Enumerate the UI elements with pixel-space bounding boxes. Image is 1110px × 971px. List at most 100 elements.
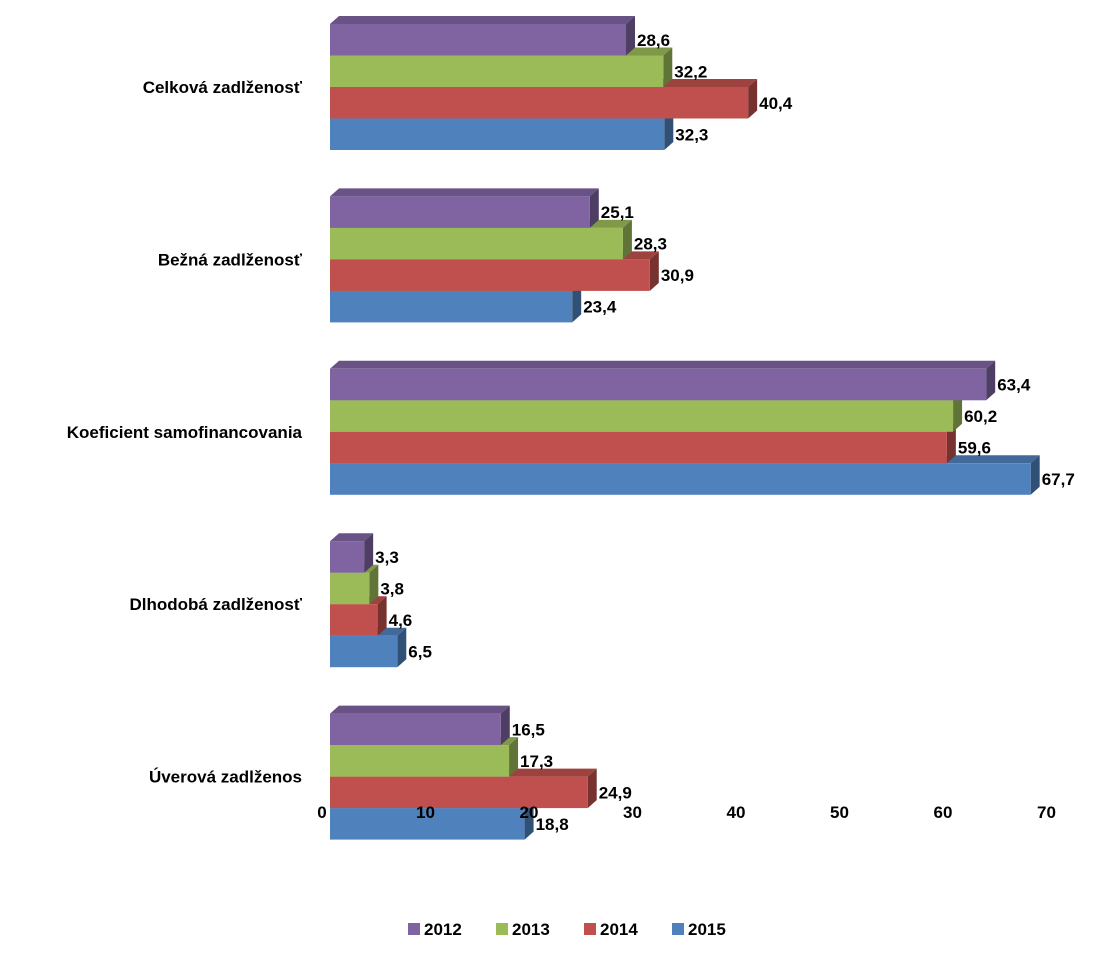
bar-side-face <box>500 705 510 746</box>
data-label: 32,2 <box>674 62 707 81</box>
bar-side-face <box>622 219 632 260</box>
data-label: 59,6 <box>958 439 991 458</box>
bar-side-face <box>377 596 387 636</box>
bar-side-face <box>953 392 963 432</box>
bars <box>330 16 1040 840</box>
legend: 2012 2013 2014 2015 <box>408 920 726 939</box>
bar-front-face <box>330 431 947 464</box>
data-label: 23,4 <box>583 298 617 317</box>
category-label: Úverová zadlženos <box>149 768 302 787</box>
bar-side-face <box>986 360 996 401</box>
data-label: 25,1 <box>601 203 634 222</box>
bar-side-face <box>748 79 758 119</box>
bar-front-face <box>330 368 987 401</box>
legend-item-2015: 2015 <box>672 920 726 939</box>
legend-swatch <box>408 923 420 935</box>
category-label: Bežná zadlženosť <box>158 250 303 269</box>
bar-top-face <box>330 16 636 24</box>
data-label: 28,3 <box>634 235 667 254</box>
bar-2012 <box>330 705 510 746</box>
legend-swatch <box>496 923 508 935</box>
bar-top-face <box>330 705 510 714</box>
bar-side-face <box>587 768 597 809</box>
bar-side-face <box>509 737 519 777</box>
legend-label: 2015 <box>688 920 726 939</box>
bar-front-face <box>330 541 365 573</box>
bar-front-face <box>330 713 501 746</box>
data-label: 6,5 <box>408 642 432 661</box>
data-label: 60,2 <box>964 407 997 426</box>
bar-front-face <box>330 635 398 668</box>
data-label: 18,8 <box>536 815 569 834</box>
bar-front-face <box>330 463 1031 495</box>
legend-swatch <box>584 923 596 935</box>
x-tick-label: 70 <box>1037 803 1056 822</box>
x-tick-label: 60 <box>934 803 953 822</box>
category-label: Celková zadlženosť <box>143 78 303 97</box>
bar-side-face <box>663 47 673 87</box>
data-label: 3,3 <box>375 548 399 567</box>
bar-side-face <box>369 564 379 605</box>
x-tick-label: 40 <box>727 803 746 822</box>
bar-front-face <box>330 604 378 636</box>
data-labels: 32,3 40,4 32,228,6 23,4 30,9 28,325,1 67,7 59,6… <box>375 31 1075 834</box>
bar-top-face <box>330 533 374 542</box>
bar-top-face <box>330 360 996 369</box>
data-label: 63,4 <box>997 376 1031 395</box>
bar-2012 <box>330 16 636 56</box>
legend-item-2012: 2012 <box>408 920 462 939</box>
x-tick-label: 50 <box>830 803 849 822</box>
data-label: 16,5 <box>512 720 545 739</box>
bar-front-face <box>330 745 510 777</box>
bar-front-face <box>330 808 525 840</box>
bar-top-face <box>330 188 599 197</box>
bar-front-face <box>330 290 573 323</box>
data-label: 30,9 <box>661 266 694 285</box>
x-axis-ticks: 0 10 20 30 40 50 60 70 <box>317 803 1056 822</box>
legend-label: 2012 <box>424 920 462 939</box>
bar-front-face <box>330 400 954 432</box>
category-label: Koeficient samofinancovania <box>67 423 303 442</box>
bar-side-face <box>572 282 582 323</box>
bar-front-face <box>330 776 588 809</box>
bar-side-face <box>946 423 956 464</box>
bar-side-face <box>524 800 534 840</box>
x-tick-label: 20 <box>520 803 539 822</box>
bar-side-face <box>664 110 674 150</box>
bar-front-face <box>330 118 665 150</box>
data-label: 4,6 <box>389 611 413 630</box>
data-label: 24,9 <box>599 783 632 802</box>
x-tick-label: 30 <box>623 803 642 822</box>
category-label: Dlhodobá zadlženosť <box>130 595 303 614</box>
data-label: 32,3 <box>675 125 708 144</box>
legend-label: 2014 <box>600 920 638 939</box>
bar-side-face <box>649 251 659 291</box>
data-label: 40,4 <box>759 94 793 113</box>
x-tick-label: 10 <box>416 803 435 822</box>
bar-side-face <box>1030 455 1040 495</box>
bar-front-face <box>330 196 590 228</box>
bar-2012 <box>330 188 599 228</box>
bar-front-face <box>330 87 749 119</box>
bar-front-face <box>330 24 627 56</box>
bar-front-face <box>330 259 650 291</box>
legend-item-2014: 2014 <box>584 920 638 939</box>
bar-side-face <box>364 533 374 573</box>
bar-front-face <box>330 55 664 87</box>
data-label: 28,6 <box>637 31 670 50</box>
legend-item-2013: 2013 <box>496 920 550 939</box>
bar-side-face <box>589 188 599 228</box>
data-label: 3,8 <box>380 579 404 598</box>
legend-swatch <box>672 923 684 935</box>
bar-2012 <box>330 533 374 573</box>
bar-front-face <box>330 572 370 605</box>
legend-label: 2013 <box>512 920 550 939</box>
data-label: 67,7 <box>1042 470 1075 489</box>
category-labels: Celková zadlženosť Bežná zadlženosť Koefic… <box>67 78 303 787</box>
data-label: 17,3 <box>520 752 553 771</box>
bar-2012 <box>330 360 996 401</box>
bar-side-face <box>626 16 636 56</box>
bar-front-face <box>330 227 623 260</box>
bar-side-face <box>397 627 407 668</box>
